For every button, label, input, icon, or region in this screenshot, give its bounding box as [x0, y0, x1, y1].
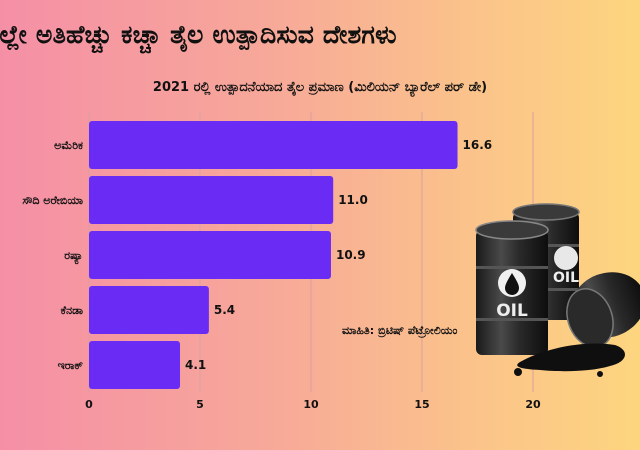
- x-tick-label: 10: [303, 398, 319, 411]
- category-label: ಸೌದಿ ಅರೇಬಿಯಾ: [22, 194, 83, 207]
- category-label: ಇರಾಕ್: [58, 359, 83, 372]
- bar: [89, 286, 209, 334]
- source-note: ಮಾಹಿತಿ: ಬ್ರಿಟಿಷ್ ಪೆಟ್ರೋಲಿಯಂ: [342, 324, 458, 337]
- barrel-tipped-icon: [566, 272, 640, 348]
- chart-subtitle: 2021 ರಲ್ಲಿ ಉತ್ಪಾದನೆಯಾದ ತೈಲ ಪ್ರಮಾಣ (ಮಿಲಿಯ…: [152, 80, 488, 95]
- oil-spill-icon: [514, 343, 626, 377]
- x-tick-label: 0: [85, 398, 93, 411]
- category-label: ರಷ್ಯಾ: [64, 249, 83, 264]
- category-label: ಕೆನಡಾ: [61, 304, 84, 317]
- bar-value-label: 5.4: [214, 303, 235, 317]
- labels: 0 5 10 15 20 16.6 ಅಮೆರಿಕ 11.0 ಸೌದಿ ಅರೇಬಿಯಾ 10.9 ರಷ…: [22, 138, 541, 411]
- bar: [89, 176, 334, 224]
- bar-value-label: 11.0: [338, 193, 368, 207]
- barrel-front-label: OIL: [496, 301, 528, 321]
- barrel-back-label: OIL: [553, 270, 579, 286]
- bar: [89, 231, 331, 279]
- bar-value-label: 16.6: [463, 138, 493, 152]
- bar-value-label: 10.9: [336, 248, 366, 262]
- x-tick-label: 5: [196, 398, 204, 411]
- x-tick-label: 20: [525, 398, 541, 411]
- x-tick-label: 15: [414, 398, 429, 411]
- chart-title: ರಲ್ಲೇ ಅತಿಹೆಚ್ಚು ಕಚ್ಚಾ ತೈಲ ಉತ್ಪಾದಿಸುವ ದೇಶ…: [0, 20, 397, 49]
- barrel-front-icon: OIL: [475, 220, 549, 355]
- bar: [89, 341, 181, 389]
- bars: [89, 121, 458, 389]
- bar-value-label: 4.1: [185, 358, 206, 372]
- category-label: ಅಮೆರಿಕ: [54, 139, 83, 152]
- bar: [89, 121, 458, 169]
